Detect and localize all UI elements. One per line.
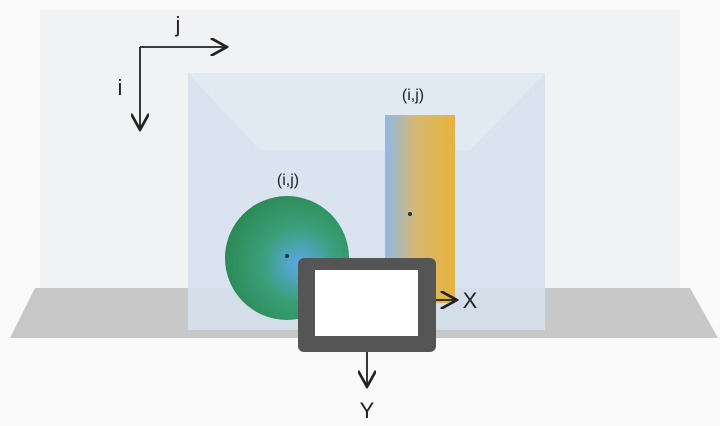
camera-screen [315,270,418,336]
i-label: i [118,75,123,100]
sphere-point [285,254,289,258]
box-point [408,212,412,216]
j-label: j [175,12,181,37]
sphere-label: (i,j) [277,172,299,189]
box-label: (i,j) [402,87,424,104]
scene-diagram: j i (i,j) (i,j) X Y [0,0,720,426]
x-label: X [463,288,478,313]
y-label: Y [360,398,375,423]
